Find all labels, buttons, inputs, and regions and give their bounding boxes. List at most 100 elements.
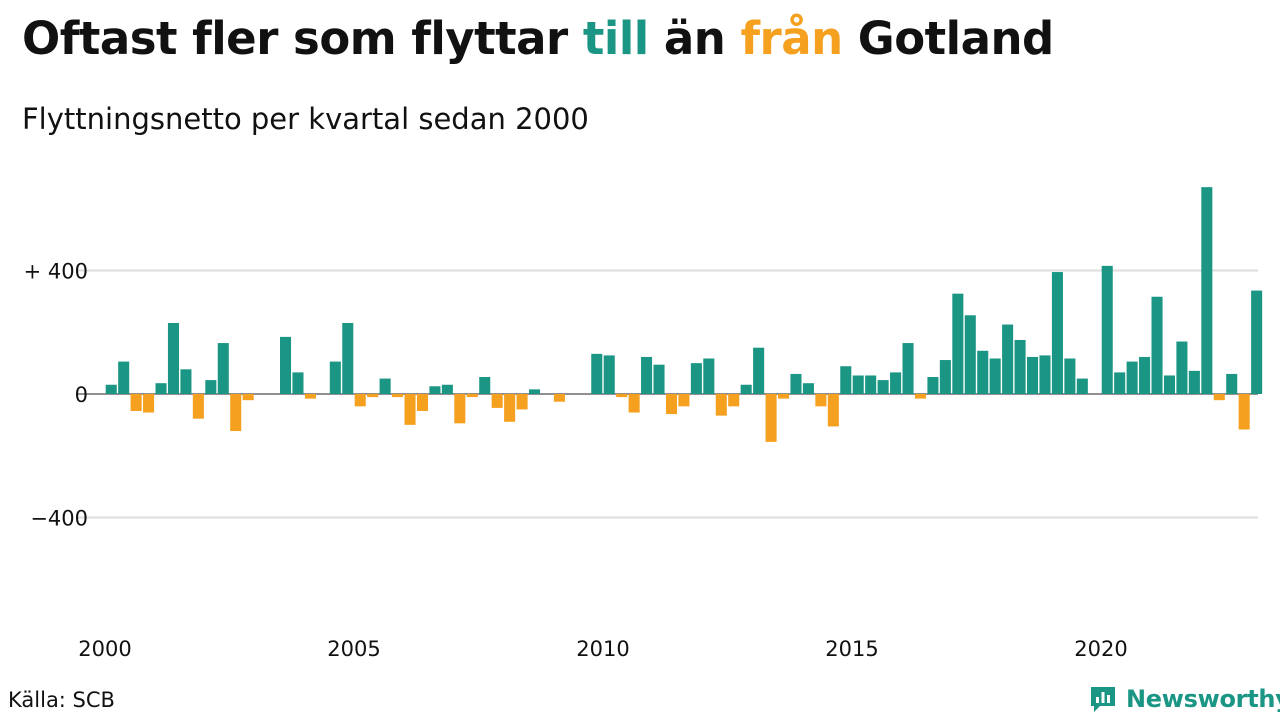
bar [167,322,179,394]
source-note: Källa: SCB [8,688,115,712]
bar [628,394,640,413]
bar [1226,373,1238,394]
bar [292,372,304,394]
bar [1126,361,1138,394]
bar [479,377,491,394]
bar [516,394,528,410]
bar [329,361,341,394]
bar [1163,375,1175,394]
y-tick-label: 0 [75,383,88,407]
bar [939,360,951,394]
bar [155,383,167,394]
y-tick-label: −400 [30,507,88,531]
bar-layer [105,187,1263,442]
bar [902,343,914,394]
title-part-2: än [648,12,741,65]
bar [591,353,603,394]
x-tick-label: 2015 [825,637,878,661]
bar [1014,339,1026,394]
bar [989,358,1001,394]
bar [703,358,715,394]
bar [715,394,727,416]
bar [914,394,926,399]
bar [379,378,391,394]
title-word-till: till [582,12,649,65]
bar-chart: + 400 0 −400 2000 2005 2010 2015 2020 [24,187,1263,661]
bar [1251,290,1263,394]
bar [678,394,690,407]
bar [952,293,964,394]
newsworthy-chart-icon [1091,687,1115,712]
bar [1076,378,1088,394]
bar [1201,187,1213,394]
bar [230,394,242,432]
bar [454,394,466,424]
x-tick-label: 2020 [1074,637,1127,661]
title-part-3: Gotland [842,12,1054,65]
title-word-fran: från [740,12,843,65]
brand-name: Newsworthy [1126,685,1280,713]
bar [1002,324,1014,394]
bar [1064,358,1076,394]
bar [491,394,503,408]
bar [192,394,204,419]
bar [1188,370,1200,394]
bar [105,384,117,394]
bar [217,343,229,394]
bar [1051,272,1063,394]
bar [790,373,802,394]
bar [865,375,877,394]
bar [180,369,192,394]
bar [392,394,404,398]
bar [827,394,839,427]
bar [529,389,541,394]
x-tick-label: 2000 [78,637,131,661]
y-axis: + 400 0 −400 [24,260,88,531]
x-tick-label: 2010 [576,637,629,661]
title-part-1: Oftast fler som flyttar [22,12,583,65]
bar [429,386,441,394]
chart-title: Oftast fler som flyttar till än från Got… [22,12,1054,65]
bar [1101,265,1113,394]
bar [205,380,217,394]
bar [977,350,989,394]
bar [1039,355,1051,394]
y-tick-label: + 400 [24,260,88,284]
bar [1238,394,1250,430]
bar [553,394,565,402]
bar [1139,356,1151,394]
bar [342,322,354,394]
bar [143,394,155,413]
chart-subtitle: Flyttningsnetto per kvartal sedan 2000 [22,102,589,136]
bar [466,394,478,398]
bar [728,394,740,407]
bar [242,394,254,401]
bar [765,394,777,442]
bar [367,394,379,398]
bar [504,394,516,422]
bar [802,383,814,394]
bar [130,394,142,411]
bar [280,336,292,394]
x-axis: 2000 2005 2010 2015 2020 [78,637,1127,661]
bar [354,394,366,407]
bar [441,384,453,394]
brand-logo[interactable]: Newsworthy [1088,684,1280,714]
bar [840,366,852,394]
bar [877,380,889,394]
bar [964,315,976,394]
bar [852,375,864,394]
bar [641,356,653,394]
bar [404,394,416,425]
bar [753,347,765,394]
bar [1027,356,1039,394]
bar [1176,341,1188,394]
bar [690,363,702,394]
bar [653,364,665,394]
bar [778,394,790,399]
bar [304,394,316,399]
bar [740,384,752,394]
bar [890,372,902,394]
bar [815,394,827,407]
bar [603,355,615,394]
